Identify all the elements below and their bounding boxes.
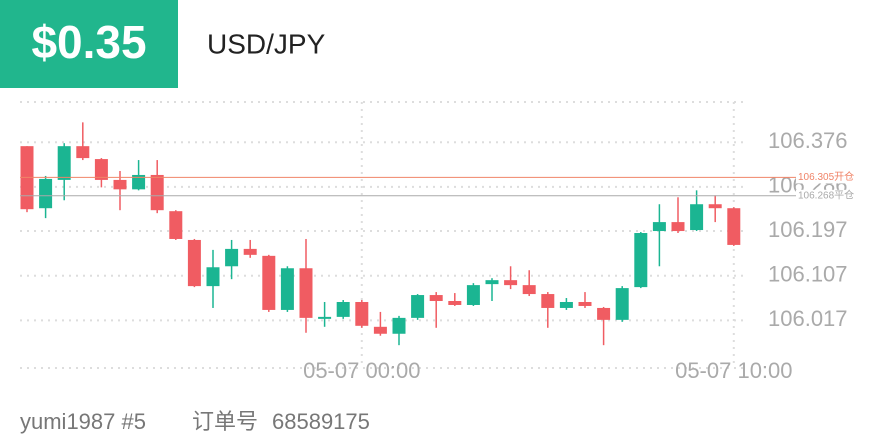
candle-body <box>504 280 518 286</box>
candle-body <box>671 222 685 232</box>
candle-body <box>411 295 425 318</box>
candle-body <box>57 146 71 180</box>
amount: $0.35 <box>31 16 146 68</box>
amount-badge <box>0 0 178 88</box>
candle-body <box>243 248 257 255</box>
candle-body <box>94 159 108 180</box>
candle-body <box>597 307 611 320</box>
candle-body <box>150 174 164 211</box>
y-tick-label: 106.197 <box>768 217 848 242</box>
y-tick-label: 106.017 <box>768 306 848 331</box>
candle-body <box>225 248 239 267</box>
candle-body <box>187 239 201 287</box>
candle-body <box>429 295 443 302</box>
candle-body <box>336 301 350 317</box>
candle-body <box>76 146 90 159</box>
plot: 106.017106.107106.197106.286106.37605-07… <box>20 102 880 383</box>
candle-body <box>466 285 480 305</box>
candle-body <box>708 204 722 209</box>
pair: USD/JPY <box>207 28 326 59</box>
candle-body <box>485 280 499 285</box>
candle-body <box>113 179 127 190</box>
user: yumi1987 #5 <box>20 409 146 434</box>
candle-body <box>39 178 53 209</box>
y-tick-label: 106.107 <box>768 262 848 287</box>
candle-body <box>355 301 369 326</box>
candle-body <box>634 233 648 288</box>
x-tick-label: 05-07 10:00 <box>675 358 792 383</box>
reference-label: 106.305开仓 <box>798 170 854 183</box>
candle-body <box>373 326 387 334</box>
candle-body <box>541 294 555 308</box>
x-tick-label: 05-07 00:00 <box>303 358 420 383</box>
order-label: 订单号 <box>192 409 258 434</box>
candle-body <box>392 317 406 334</box>
candle-body <box>280 268 294 310</box>
y-tick-label: 106.376 <box>768 128 848 153</box>
candle-body <box>132 174 146 190</box>
candle-body <box>578 301 592 306</box>
candle-body <box>299 268 313 318</box>
reference-label-bg <box>796 189 880 202</box>
candle-body <box>727 208 741 245</box>
candle-body <box>448 301 462 305</box>
candle-body <box>559 301 573 308</box>
candle-body <box>206 267 220 287</box>
candle-body <box>522 285 536 295</box>
candle-body <box>169 211 183 239</box>
order-number: 68589175 <box>272 409 370 434</box>
candle-body <box>262 255 276 310</box>
candle-body <box>652 222 666 232</box>
reference-label: 106.268平仓 <box>798 188 854 201</box>
candle-body <box>690 204 704 231</box>
candle-body <box>615 288 629 320</box>
reference-label-bg <box>796 171 880 184</box>
candle-body <box>318 316 332 319</box>
